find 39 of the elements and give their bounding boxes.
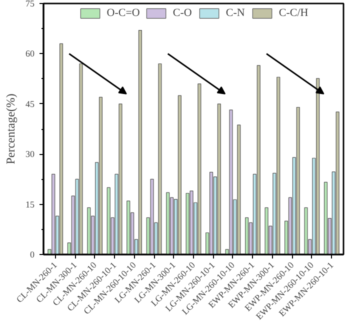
y-tick-label: 15 — [26, 199, 35, 210]
bar — [126, 200, 130, 254]
bar — [59, 43, 64, 254]
legend-label: C-O — [172, 7, 193, 19]
bar — [209, 172, 214, 254]
bar — [190, 190, 194, 254]
bar — [178, 95, 182, 254]
legend-label: C-N — [226, 7, 246, 19]
bar — [256, 65, 260, 254]
bar — [158, 63, 162, 254]
y-tick-label: 45 — [26, 98, 35, 109]
bar — [264, 207, 268, 254]
bar — [166, 192, 170, 254]
bar — [229, 110, 233, 254]
bar — [245, 217, 249, 254]
bar — [138, 30, 142, 254]
y-tick-label: 60 — [26, 48, 35, 59]
bar — [186, 192, 190, 254]
y-tick-label: 0 — [30, 250, 35, 260]
bar — [296, 106, 300, 254]
bar — [52, 174, 56, 254]
bar — [150, 178, 154, 254]
bar — [118, 104, 122, 254]
bar — [276, 76, 280, 254]
legend-label: O-C=O — [106, 7, 140, 19]
y-tick-label: 75 — [26, 0, 35, 8]
bar — [237, 124, 241, 254]
bar — [79, 63, 83, 254]
bar — [324, 182, 328, 254]
y-tick-label: 30 — [26, 149, 35, 160]
bar — [304, 207, 308, 254]
bar — [336, 112, 340, 254]
bar — [198, 84, 202, 254]
bar — [98, 96, 103, 254]
bar — [217, 104, 221, 254]
y-axis-title: Percentage(%) — [4, 94, 18, 164]
legend-label: C-C/H — [278, 7, 308, 19]
bar — [106, 187, 110, 254]
bar — [87, 207, 91, 254]
